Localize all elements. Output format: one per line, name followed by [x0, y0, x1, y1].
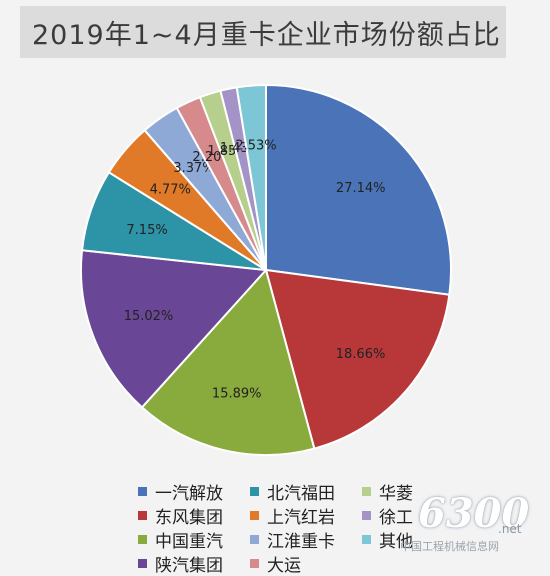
slice-label-4: 7.15%	[126, 223, 167, 238]
pie-slice-3	[80, 249, 269, 409]
legend-swatch	[362, 486, 371, 496]
legend-swatch	[138, 534, 147, 544]
pie-slice-10	[235, 83, 267, 271]
legend-item: 华菱	[362, 480, 442, 504]
legend-swatch	[138, 558, 147, 568]
chart-title: 2019年1~4月重卡企业市场份额占比	[32, 19, 501, 51]
slice-label-1: 18.66%	[336, 347, 386, 362]
legend-item: 北汽福田	[250, 480, 362, 504]
legend-swatch	[250, 558, 259, 568]
pie-slice-1	[264, 268, 451, 450]
legend-swatch	[138, 486, 147, 496]
slice-label-6: 3.37%	[173, 161, 214, 176]
legend-item: 上汽红岩	[250, 504, 362, 528]
watermark-suffix: .net	[498, 522, 522, 536]
legend-label: 中国重汽	[155, 531, 223, 552]
legend-item: 一汽解放	[138, 480, 250, 504]
legend-label: 华菱	[379, 483, 413, 504]
legend-swatch	[362, 534, 371, 544]
legend-item: 大运	[250, 552, 362, 576]
legend-swatch	[138, 510, 147, 520]
slice-label-10: 2.53%	[235, 139, 276, 154]
chart-legend: 一汽解放 北汽福田 华菱东风集团 上汽红岩 徐工中国重汽 江淮重卡 其他陕汽集团 大运	[138, 480, 438, 576]
legend-label: 陕汽集团	[155, 555, 223, 576]
legend-label: 上汽红岩	[267, 507, 335, 528]
pie-slice-0	[265, 83, 452, 296]
legend-label: 大运	[267, 555, 301, 576]
site-watermark: 6300 .net 中国工程机械信息网	[400, 490, 540, 560]
slice-label-5: 4.77%	[150, 182, 191, 197]
legend-label: 北汽福田	[267, 483, 335, 504]
legend-label: 东风集团	[155, 507, 223, 528]
legend-swatch	[362, 510, 371, 520]
legend-swatch	[250, 534, 259, 544]
legend-swatch	[250, 510, 259, 520]
legend-item: 徐工	[362, 504, 442, 528]
legend-label: 其他	[379, 531, 413, 552]
legend-label: 一汽解放	[155, 483, 223, 504]
legend-swatch	[250, 486, 259, 496]
watermark-subtitle: 中国工程机械信息网	[400, 540, 499, 553]
slice-label-3: 15.02%	[124, 309, 174, 324]
pie-slice-2	[140, 267, 316, 456]
legend-label: 江淮重卡	[267, 531, 335, 552]
watermark-number: 6300	[418, 490, 530, 537]
legend-item: 中国重汽	[138, 528, 250, 552]
legend-item: 其他	[362, 528, 442, 552]
slice-label-2: 15.89%	[212, 386, 262, 401]
slice-label-0: 27.14%	[336, 181, 386, 196]
legend-item: 江淮重卡	[250, 528, 362, 552]
legend-label: 徐工	[379, 507, 413, 528]
legend-item: 东风集团	[138, 504, 250, 528]
legend-item: 陕汽集团	[138, 552, 250, 576]
title-bar: 2019年1~4月重卡企业市场份额占比	[20, 6, 506, 58]
